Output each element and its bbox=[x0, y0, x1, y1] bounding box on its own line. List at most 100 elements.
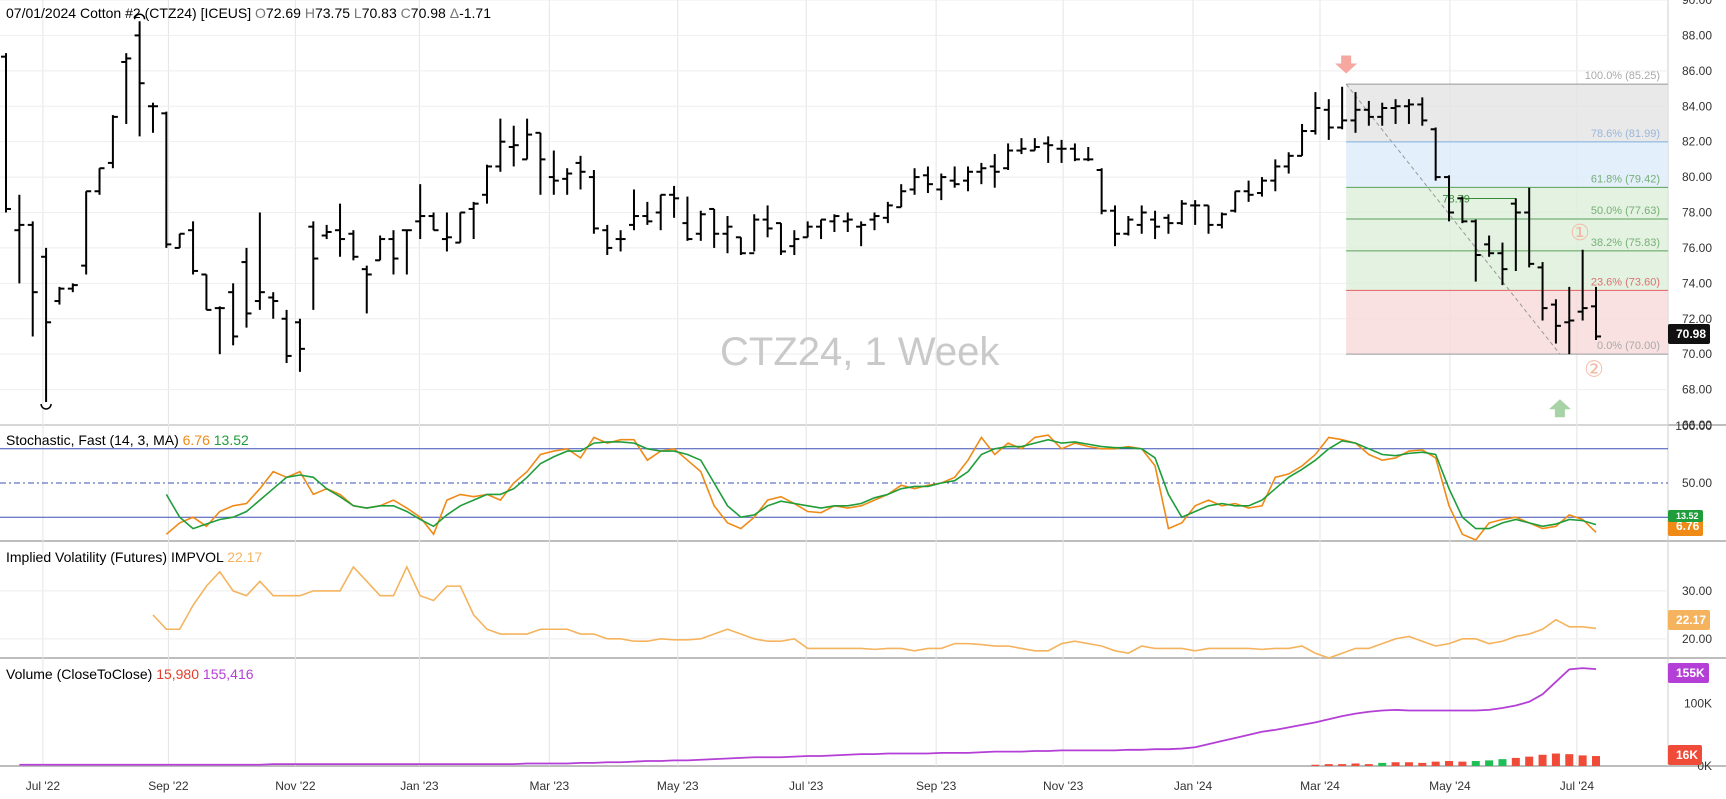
volume-bar bbox=[1431, 761, 1440, 766]
x-tick-label: Sep '22 bbox=[148, 779, 189, 793]
low-label: L bbox=[353, 5, 362, 21]
wave-label-1: ① bbox=[1570, 221, 1590, 246]
volume-bar bbox=[1485, 760, 1494, 766]
fib-zone bbox=[1346, 250, 1668, 291]
iv-header: Implied Volatility (Futures) IMPVOL 22.1… bbox=[6, 549, 262, 565]
volume-bar bbox=[1498, 759, 1507, 766]
iv-line bbox=[152, 565, 1597, 659]
price-tick-label: 86.00 bbox=[1682, 64, 1712, 78]
volume-panel bbox=[0, 660, 1668, 766]
volume-bar bbox=[1458, 761, 1467, 766]
iv-title: Implied Volatility (Futures) IMPVOL bbox=[6, 549, 224, 565]
volume-bar bbox=[1578, 755, 1587, 766]
price-tick-label: 84.00 bbox=[1682, 99, 1712, 113]
up-arrow-marker bbox=[1548, 399, 1571, 418]
stochastic-header: Stochastic, Fast (14, 3, MA) 6.76 13.52 bbox=[6, 432, 249, 448]
fib-label: 100.0% (85.25) bbox=[1585, 70, 1660, 82]
x-tick-label: Nov '22 bbox=[275, 779, 316, 793]
x-tick-label: Sep '23 bbox=[916, 779, 957, 793]
change-label: Δ bbox=[449, 5, 460, 21]
volume-bar bbox=[1311, 764, 1320, 766]
header-open: 72.69 bbox=[265, 5, 301, 21]
price-tick-label: 72.00 bbox=[1682, 312, 1712, 326]
volume-bar bbox=[1471, 761, 1480, 766]
swing-high-marker bbox=[133, 13, 146, 20]
volume-header: Volume (CloseToClose) 15,980 155,416 bbox=[6, 666, 254, 682]
fib-zone bbox=[1346, 187, 1668, 220]
chart-watermark: CTZ24, 1 Week bbox=[720, 330, 1000, 374]
volume-bar bbox=[1592, 756, 1600, 766]
volume-bar bbox=[1404, 762, 1413, 766]
header-low: 70.83 bbox=[361, 5, 397, 21]
stochastic-k-value: 6.76 bbox=[182, 432, 210, 448]
volume-bar bbox=[1338, 764, 1347, 766]
price-tick-label: 74.00 bbox=[1682, 276, 1712, 290]
down-arrow-marker bbox=[1335, 55, 1358, 74]
volume-value: 15,980 bbox=[156, 666, 200, 682]
volume-bar bbox=[1364, 764, 1373, 766]
stochastic-slow-d-line bbox=[165, 438, 1597, 530]
header-change: -1.71 bbox=[459, 5, 491, 21]
header-date: 07/01/2024 bbox=[6, 5, 77, 21]
x-tick-label: Jan '23 bbox=[400, 779, 439, 793]
stochastic-d-tag: 13.52 bbox=[1668, 510, 1703, 522]
fib-mid-label: 78.79 bbox=[1442, 194, 1470, 206]
fib-label: 0.0% (70.00) bbox=[1597, 340, 1660, 352]
fib-zone bbox=[1346, 84, 1668, 142]
fib-zone bbox=[1346, 219, 1668, 251]
x-tick-label: May '24 bbox=[1429, 779, 1471, 793]
fib-zone bbox=[1346, 290, 1668, 355]
close-label: C bbox=[400, 5, 411, 21]
wave-label-2: ② bbox=[1584, 357, 1604, 382]
stochastic-tick-label: 50.00 bbox=[1682, 476, 1712, 490]
high-label: H bbox=[304, 5, 315, 21]
stochastic-d-value: 13.52 bbox=[213, 432, 249, 448]
volume-bar bbox=[1525, 756, 1534, 766]
swing-low-marker bbox=[40, 403, 52, 410]
x-tick-label: Mar '23 bbox=[529, 779, 569, 793]
volume-bar bbox=[1551, 753, 1560, 766]
fib-label: 50.0% (77.63) bbox=[1591, 205, 1660, 217]
x-tick-label: Jan '24 bbox=[1174, 779, 1213, 793]
last-price-tag: 70.98 bbox=[1668, 324, 1711, 344]
volume-bar bbox=[1391, 762, 1400, 766]
volume-bar bbox=[1378, 762, 1387, 766]
x-tick-label: Mar '24 bbox=[1300, 779, 1340, 793]
oi-value: 155,416 bbox=[202, 666, 254, 682]
volume-tick-label: 100K bbox=[1684, 697, 1712, 711]
volume-title: Volume bbox=[6, 666, 53, 682]
volume-bar bbox=[1538, 754, 1547, 766]
header-symbol: Cotton #2 (CTZ24) [ICEUS] bbox=[79, 5, 252, 21]
volume-bar bbox=[1351, 763, 1360, 766]
x-tick-label: Jul '23 bbox=[789, 779, 824, 793]
open-interest-line bbox=[19, 667, 1597, 766]
volume-tag: 16K bbox=[1668, 745, 1703, 765]
volume-bar bbox=[1565, 754, 1574, 766]
price-tick-label: 78.00 bbox=[1682, 206, 1712, 220]
oi-tag: 155K bbox=[1668, 663, 1709, 683]
fib-zone bbox=[1346, 141, 1668, 188]
iv-tag: 22.17 bbox=[1668, 610, 1711, 630]
x-tick-label: Jul '22 bbox=[26, 779, 61, 793]
volume-bar bbox=[1324, 764, 1333, 766]
x-tick-label: May '23 bbox=[657, 779, 699, 793]
iv-tick-label: 20.00 bbox=[1682, 632, 1712, 646]
fib-label: 38.2% (75.83) bbox=[1591, 237, 1660, 249]
stochastic-fast-k-line bbox=[165, 434, 1597, 541]
price-tick-label: 70.00 bbox=[1682, 347, 1712, 361]
price-tick-label: 88.00 bbox=[1682, 28, 1712, 42]
stochastic-tick-label: 100.00 bbox=[1675, 419, 1712, 433]
price-tick-label: 68.00 bbox=[1682, 383, 1712, 397]
fib-trend-line bbox=[1345, 83, 1561, 355]
stochastic-title: Stochastic, Fast bbox=[6, 432, 106, 448]
price-tick-label: 80.00 bbox=[1682, 170, 1712, 184]
fib-label: 61.8% (79.42) bbox=[1591, 173, 1660, 185]
iv-tick-label: 30.00 bbox=[1682, 584, 1712, 598]
open-label: O bbox=[255, 5, 266, 21]
iv-value: 22.17 bbox=[227, 549, 263, 565]
x-tick-label: Nov '23 bbox=[1043, 779, 1084, 793]
header-high: 73.75 bbox=[314, 5, 351, 21]
price-tick-label: 66.00 bbox=[1682, 418, 1712, 432]
volume-bar bbox=[1418, 762, 1427, 766]
